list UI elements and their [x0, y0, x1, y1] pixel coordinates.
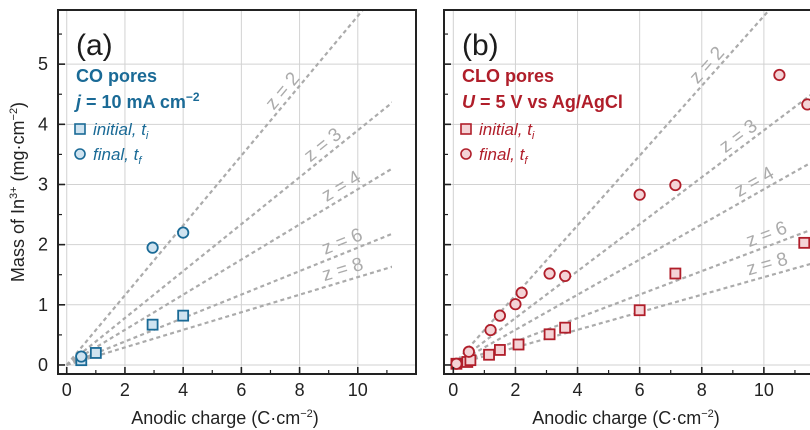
x-tick-label: 2 [510, 380, 520, 400]
guide-labels: z = 2z = 3z = 4z = 6z = 8 [261, 68, 365, 286]
x-tick-label: 10 [754, 380, 774, 400]
point-final [509, 298, 522, 311]
point-final [462, 345, 475, 358]
legend-marker-circle [460, 148, 472, 160]
axis-ticks: 0 2 4 6 8 10 [444, 33, 796, 400]
x-tick-label: 2 [120, 380, 130, 400]
point-final [773, 68, 786, 82]
point-final [177, 226, 190, 239]
legend-marker-square [74, 123, 86, 135]
panel-label: (b) [462, 29, 499, 62]
plot-frame [57, 9, 417, 375]
guide-line-z4 [66, 167, 392, 366]
y-tick-label: 2 [38, 235, 48, 255]
point-final [484, 323, 497, 337]
legend-label: final, tf [93, 145, 142, 167]
point-final [801, 98, 810, 111]
point-initial [177, 309, 190, 322]
guide-line-z2 [65, 10, 365, 366]
point-final [669, 178, 682, 192]
point-final [559, 269, 572, 283]
x-tick-label: 6 [236, 380, 246, 400]
panel-subtitle: U = 5 V vs Ag/AgCl [462, 92, 623, 112]
legend-label: final, tf [479, 145, 528, 167]
x-tick-label: 0 [448, 380, 458, 400]
x-tick-label: 8 [295, 380, 305, 400]
panel-b: z = 2z = 3z = 4z = 6z = 8 0 2 4 6 8 10 (b) CL… [443, 9, 810, 428]
y-tick-label: 3 [38, 174, 48, 194]
legend: initial, ti final, tf [74, 120, 149, 167]
point-final [75, 350, 88, 363]
panel-title: CO pores [76, 66, 157, 86]
x-tick-label: 4 [573, 380, 583, 400]
point-final [450, 357, 463, 370]
legend-marker-circle [74, 148, 86, 160]
point-final [543, 267, 556, 280]
y-axis-label: Mass of In3+ (mg·cm−2) [8, 102, 28, 282]
guide-lines [65, 10, 392, 367]
point-initial [669, 267, 682, 280]
guide-line-z3 [66, 101, 392, 366]
y-tick-label: 0 [38, 355, 48, 375]
panel-a: z = 2z = 3z = 4z = 6z = 8 0 2 4 6 8 10012345 … [38, 9, 417, 428]
point-initial [559, 321, 572, 334]
legend-label: initial, ti [93, 120, 149, 142]
point-initial [543, 328, 556, 341]
guide-label-z3: z = 3 [716, 116, 762, 158]
x-tick-label: 10 [348, 380, 368, 400]
guide-label-z4: z = 4 [731, 163, 778, 202]
x-axis-label: Anodic charge (C·cm−2) [131, 408, 319, 428]
point-final [515, 286, 528, 299]
point-initial [798, 236, 810, 249]
x-tick-label: 8 [697, 380, 707, 400]
point-final [493, 309, 507, 322]
guide-line-z3 [452, 94, 810, 366]
guide-label-z2: z = 2 [686, 43, 729, 88]
point-initial [494, 344, 506, 356]
guide-label-z2: z = 2 [261, 68, 304, 114]
y-tick-label: 1 [38, 295, 48, 315]
legend: initial, ti final, tf [460, 120, 535, 167]
guide-line-z8 [66, 265, 392, 367]
panel-title: CLO pores [462, 66, 554, 86]
guide-label-z3: z = 3 [300, 124, 346, 167]
point-final [146, 241, 159, 254]
axis-ticks: 0 2 4 6 8 10 0 1 2 3 4 5 [38, 33, 388, 400]
point-final [633, 188, 646, 201]
point-initial [512, 338, 525, 351]
data-points [75, 226, 190, 367]
point-initial [146, 318, 159, 331]
grid [58, 10, 416, 374]
panel-subtitle: j = 10 mA cm−2 [74, 90, 200, 112]
x-tick-label: 0 [62, 380, 72, 400]
x-axis-label: Anodic charge (C·cm−2) [532, 408, 720, 428]
guide-line-z6 [66, 232, 392, 366]
y-tick-label: 4 [38, 114, 48, 134]
y-tick-label: 5 [38, 54, 48, 74]
point-initial [633, 304, 646, 317]
legend-label: initial, ti [479, 120, 535, 142]
legend-marker-square [460, 123, 472, 135]
data-points [450, 68, 810, 370]
point-initial [89, 347, 102, 359]
x-tick-label: 6 [635, 380, 645, 400]
plot-frame [443, 9, 810, 375]
x-tick-label: 4 [178, 380, 188, 400]
point-initial [483, 348, 495, 361]
panel-label: (a) [76, 29, 113, 62]
